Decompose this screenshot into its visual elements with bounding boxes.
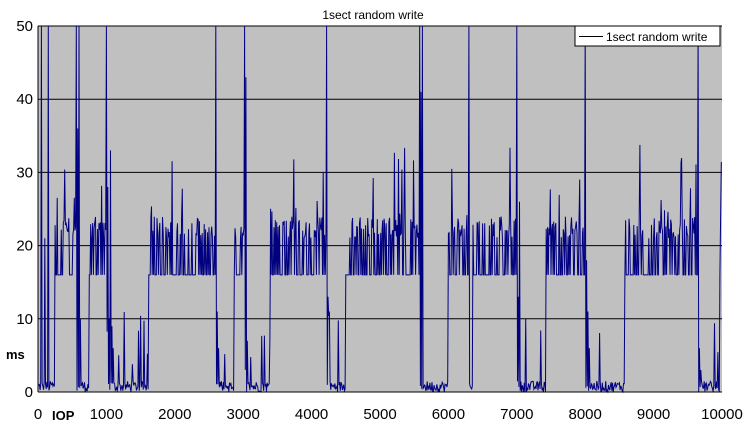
x-tick-label: 10000 <box>701 406 743 423</box>
legend-entry-label: 1sect random write <box>606 30 708 44</box>
axis-layer <box>37 26 722 393</box>
y-tick-label: 50 <box>16 18 33 35</box>
x-tick-label: 5000 <box>363 406 396 423</box>
series-line-1sect-random-write <box>37 25 722 394</box>
chart-title: 1sect random write <box>322 8 424 22</box>
legend-box <box>574 25 721 47</box>
x-tick-label: 2000 <box>158 406 191 423</box>
x-tick-label: 0 <box>34 406 42 423</box>
x-tick-label: 3000 <box>227 406 260 423</box>
x-tick-label: 6000 <box>432 406 465 423</box>
x-tick-label: 1000 <box>90 406 123 423</box>
x-axis-label: IOP <box>52 408 75 423</box>
y-tick-label: 10 <box>16 311 33 328</box>
y-tick-label: 40 <box>16 91 33 108</box>
y-tick-label: 20 <box>16 238 33 255</box>
series-layer <box>37 25 722 394</box>
label-layer: 0 10 20 30 40 50 0 1000 2000 3000 4000 5000 6000 7000… <box>16 18 743 423</box>
legend: 1sect random write <box>574 25 721 47</box>
x-tick-label: 4000 <box>295 406 328 423</box>
x-tick-label: 9000 <box>637 406 670 423</box>
y-axis-label: ms <box>6 347 25 362</box>
y-tick-label: 0 <box>25 384 33 401</box>
y-tick-label: 30 <box>16 164 33 181</box>
x-tick-label: 7000 <box>500 406 533 423</box>
x-tick-label: 8000 <box>569 406 602 423</box>
